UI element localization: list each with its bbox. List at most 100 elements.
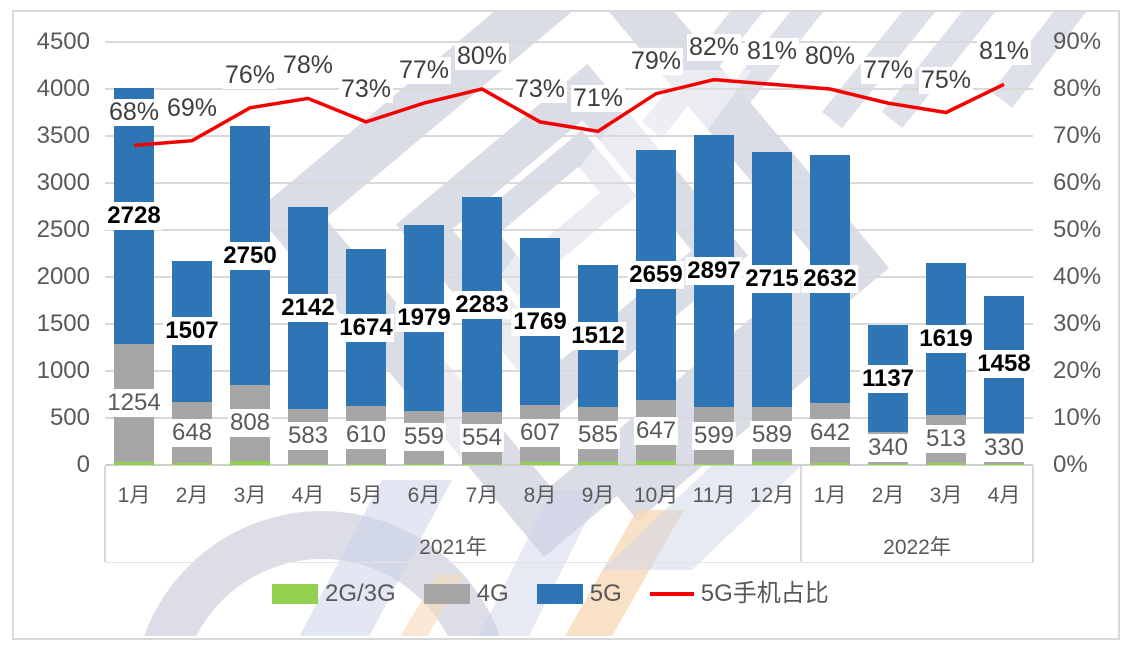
bar-segment-2g3g: [346, 463, 386, 465]
month-label: 4月: [987, 484, 1021, 507]
grid-line: [105, 41, 1033, 43]
axis-group-separator: [1032, 466, 1034, 562]
pct-label: 76%: [222, 60, 278, 89]
pct-label: 81%: [976, 37, 1032, 66]
bar-segment-2g3g: [578, 462, 618, 465]
y-axis-tick-label: 4500: [36, 28, 90, 55]
secondary-axis-tick-label: 20%: [1053, 357, 1102, 384]
bar-label-4g: 607: [517, 419, 563, 448]
pct-label: 79%: [628, 46, 684, 75]
secondary-axis-tick-label: 80%: [1053, 75, 1102, 102]
legend: 2G/3G 4G 5G 5G手机占比: [272, 581, 829, 607]
bar-label-5g: 2897: [685, 257, 743, 286]
y-axis-tick-label: 4000: [36, 75, 90, 102]
month-label: 12月: [749, 484, 795, 507]
month-label: 11月: [692, 484, 736, 507]
bar-label-4g: 340: [865, 434, 911, 463]
secondary-axis-tick-label: 30%: [1053, 310, 1102, 337]
bar-label-5g: 2283: [453, 290, 511, 319]
legend-item-2g3g: 2G/3G: [272, 581, 396, 607]
month-label: 1月: [813, 484, 847, 507]
month-label: 2月: [871, 484, 905, 507]
bar-segment-2g3g: [984, 463, 1024, 465]
bar-segment-2g3g: [288, 463, 328, 465]
axis-group-separator: [104, 466, 106, 562]
secondary-axis-tick-label: 70%: [1053, 122, 1102, 149]
bar-label-5g: 1507: [163, 317, 221, 346]
month-label: 3月: [233, 484, 267, 507]
y-axis-tick-label: 1500: [36, 310, 90, 337]
bar-label-4g: 583: [285, 422, 331, 451]
legend-item-5g: 5G手机占比: [649, 580, 829, 607]
grid-line: [105, 276, 1033, 278]
pct-label: 71%: [570, 84, 626, 113]
bar-label-5g: 2632: [801, 265, 859, 294]
bar-label-4g: 585: [575, 420, 621, 449]
grid-line: [105, 370, 1033, 372]
month-label: 6月: [407, 484, 441, 507]
bar-label-4g: 808: [227, 408, 273, 437]
bar-segment-2g3g: [636, 461, 676, 465]
bar-segment-2g3g: [752, 462, 792, 465]
legend-label: 2G/3G: [325, 580, 396, 607]
month-label: 7月: [465, 484, 499, 507]
y-axis-tick-label: 3000: [36, 169, 90, 196]
bar-label-4g: 648: [169, 418, 215, 447]
bar-label-5g: 1619: [917, 324, 975, 353]
bar-segment-2g3g: [462, 464, 502, 465]
bar-segment-2g3g: [520, 461, 560, 465]
y-axis-tick-label: 2500: [36, 216, 90, 243]
pct-label: 73%: [338, 74, 394, 103]
legend-swatch-rect: [536, 584, 583, 604]
bar-segment-2g3g: [694, 463, 734, 465]
bar-label-5g: 1458: [975, 350, 1033, 379]
y-axis-tick-label: 500: [49, 404, 90, 431]
x-axis-line: [105, 464, 1033, 466]
bar-segment-2g3g: [114, 462, 154, 465]
grid-line: [105, 182, 1033, 184]
bar-label-5g: 2659: [627, 261, 685, 290]
axis-table-bottom-line: [105, 562, 1033, 563]
pct-label: 69%: [164, 93, 220, 122]
grid-line: [105, 229, 1033, 231]
legend-item-4g: 4G: [423, 580, 509, 607]
year-label: 2021年: [419, 536, 487, 559]
secondary-axis-tick-label: 60%: [1053, 169, 1102, 196]
month-label: 5月: [349, 484, 383, 507]
pct-label: 77%: [860, 56, 916, 85]
legend-label: 5G: [589, 580, 622, 607]
bar-label-4g: 642: [807, 418, 853, 447]
legend-swatch-line: [649, 592, 694, 596]
grid-line: [105, 417, 1033, 419]
bar-label-4g: 513: [923, 425, 969, 454]
legend-label: 4G: [476, 580, 509, 607]
bar-label-4g: 647: [633, 416, 679, 445]
secondary-axis-tick-label: 10%: [1053, 404, 1102, 431]
month-label: 1月: [117, 484, 151, 507]
bar-segment-2g3g: [868, 464, 908, 465]
pct-label: 68%: [106, 98, 162, 127]
secondary-axis-tick-label: 0%: [1053, 451, 1088, 478]
month-label: 8月: [523, 484, 557, 507]
legend-swatch-rect: [272, 584, 318, 604]
bar-label-5g: 2750: [221, 241, 279, 270]
bar-label-4g: 610: [343, 421, 389, 449]
pct-label: 75%: [918, 65, 974, 94]
y-axis-tick-label: 2000: [36, 263, 90, 290]
bar-label-4g: 589: [749, 420, 795, 449]
pct-label: 82%: [686, 32, 742, 61]
pct-label: 73%: [512, 74, 568, 103]
month-label: 10月: [633, 484, 679, 507]
pct-label: 80%: [454, 42, 510, 70]
legend-label: 5G手机占比: [700, 580, 829, 607]
bar-label-5g: 1769: [511, 307, 569, 336]
month-label: 9月: [581, 484, 615, 507]
pct-label: 77%: [396, 56, 452, 85]
bar-label-5g: 1512: [569, 322, 627, 351]
pct-label: 78%: [280, 51, 336, 80]
secondary-axis-tick-label: 40%: [1053, 263, 1102, 290]
pct-label: 81%: [744, 37, 800, 66]
secondary-axis-tick-label: 90%: [1053, 28, 1102, 55]
bar-segment-2g3g: [926, 463, 966, 465]
